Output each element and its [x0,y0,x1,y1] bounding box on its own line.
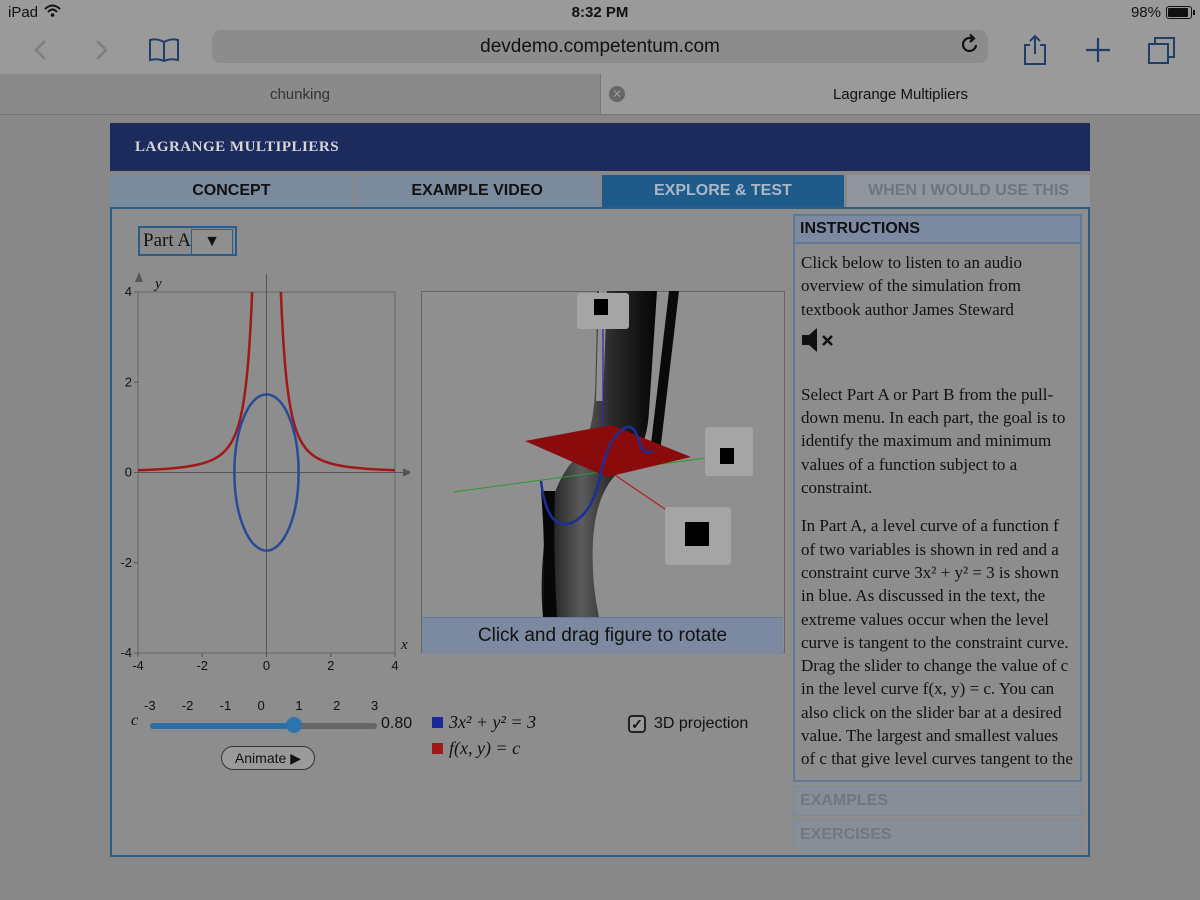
x-tick-label: 0 [263,658,270,673]
y-tick-label: -2 [120,555,132,570]
play-icon: ▶ [290,749,302,766]
y-axis-label: y [153,276,162,292]
slider-thumb[interactable] [285,717,302,733]
x-axis-arrow [403,468,410,477]
new-tab-icon[interactable] [1078,32,1118,68]
dropdown-arrow-icon[interactable]: ▼ [191,229,233,255]
address-bar[interactable]: devdemo.competentum.com [212,30,988,63]
level-curve-plot: y x -4 -2 0 2 4 4 2 0 -2 -4 [120,272,410,673]
x-tick-label: -2 [196,658,208,673]
exercises-section[interactable]: EXERCISES [793,820,1082,850]
reload-icon[interactable] [960,33,980,61]
level-curve-right-branch [279,291,396,472]
animate-label: Animate [234,750,287,766]
y-tick-label: 0 [125,465,132,480]
constraint-ellipse [233,393,300,552]
battery-icon [1166,6,1195,19]
projection-label: 3D projection [654,715,749,732]
examples-section[interactable]: EXAMPLES [793,786,1082,816]
device-label: iPad [8,4,39,21]
y-tick-label: -4 [120,645,132,660]
legend-level-text: f(x, y) = c [449,738,521,758]
tab-explore-test[interactable]: EXPLORE & TEST [601,175,845,207]
instructions-paragraph-1: Click below to listen to an audio overvi… [801,253,1022,319]
slider-tick-label: 1 [295,698,303,713]
y-tick-label: 4 [125,284,132,299]
wifi-icon [44,4,61,21]
legend-constraint: 3x² + y² = 3 [432,712,536,733]
tab-concept[interactable]: CONCEPT [110,175,353,207]
x-axis-label: x [400,637,408,653]
slider-value: 0.80 [381,715,413,732]
forward-icon[interactable] [82,32,122,68]
tab-chunking[interactable]: chunking [0,74,601,114]
bookmarks-icon[interactable] [144,32,184,68]
instructions-paragraph-2: Select Part A or Part B from the pull-do… [801,384,1066,498]
constraint-swatch [432,717,443,728]
share-icon[interactable] [1015,32,1055,68]
projection-toggle[interactable]: ✓ 3D projection [628,715,748,733]
slider-c-label: c [131,712,139,729]
checkbox-checked-icon[interactable]: ✓ [628,715,646,733]
3d-z-axis-label [577,293,629,329]
x-tick-label: -4 [132,658,144,673]
c-slider[interactable] [150,717,377,733]
back-icon[interactable] [20,32,60,68]
3d-constraint-curve [539,425,654,526]
tab-example-video[interactable]: EXAMPLE VIDEO [355,175,599,207]
battery-percent: 98% [1130,4,1161,21]
tabs-overview-icon[interactable] [1142,32,1182,68]
instructions-header[interactable]: INSTRUCTIONS [793,214,1082,244]
slider-tick-label: 0 [257,698,265,713]
level-curve-left-branch [137,291,254,472]
slider-tick-label: 3 [371,698,379,713]
3d-y-axis-label [665,507,731,565]
legend-level-curve: f(x, y) = c [432,738,520,759]
close-tab-icon[interactable]: ✕ [609,86,625,102]
instructions-panel[interactable]: Click below to listen to an audio overvi… [793,244,1082,782]
part-select-value: Part A [143,230,192,251]
legend-constraint-text: 3x² + y² = 3 [449,712,537,732]
tab-lagrange-multipliers[interactable]: Lagrange Multipliers [601,74,1200,114]
section-tabs: CONCEPT EXAMPLE VIDEO EXPLORE & TEST WHE… [110,175,1090,207]
slider-tick-label: -2 [181,698,194,713]
status-bar: iPad 8:32 PM 98% [0,0,1200,26]
level-curve-swatch [432,743,443,754]
x-tick-label: 4 [391,658,398,673]
clock: 8:32 PM [571,4,629,21]
slider-tick-label: 2 [333,698,341,713]
app-title: LAGRANGE MULTIPLIERS [110,123,1090,171]
slider-tick-label: -3 [144,698,156,713]
browser-toolbar: devdemo.competentum.com [0,26,1200,74]
tab-when-i-would-use-this[interactable]: WHEN I WOULD USE THIS [847,175,1090,207]
instructions-paragraph-3: In Part A, a level curve of a function f… [801,516,1073,769]
animate-button[interactable]: Animate ▶ [221,746,315,770]
y-tick-label: 2 [125,374,132,389]
rotate-hint: Click and drag figure to rotate [422,617,783,654]
browser-tab-bar: chunking Lagrange Multipliers [0,74,1200,115]
slider-fill [150,723,294,729]
y-axis-arrow [135,272,143,282]
slider-tick-label: -1 [219,698,232,713]
x-tick-label: 2 [327,658,334,673]
mute-button[interactable] [801,327,1074,353]
3d-x-axis-label [705,427,753,476]
part-select[interactable]: Part A ▼ [138,226,237,256]
speaker-muted-icon[interactable] [801,327,837,353]
3d-x-axis [452,455,722,493]
url-text: devdemo.competentum.com [480,35,720,57]
